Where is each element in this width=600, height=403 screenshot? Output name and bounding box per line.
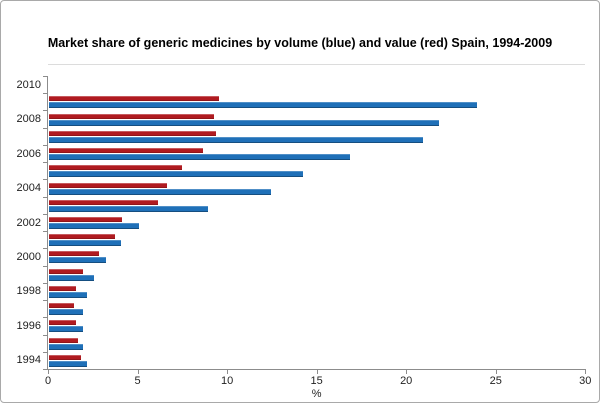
y-axis-tick xyxy=(43,282,47,284)
x-axis-label: 0 xyxy=(44,375,52,387)
y-axis-tick xyxy=(43,334,47,336)
x-axis-tick xyxy=(316,369,318,374)
x-axis-tick xyxy=(406,369,408,374)
y-axis-label: 1994 xyxy=(16,354,41,367)
y-axis-tick xyxy=(43,265,47,267)
bar-value-1995 xyxy=(49,337,78,343)
bar-value-2009 xyxy=(49,96,220,102)
y-axis-label: 2006 xyxy=(16,147,41,160)
chart-title: Market share of generic medicines by vol… xyxy=(47,36,553,50)
bar-value-2008 xyxy=(49,113,214,119)
x-axis-label: 30 xyxy=(579,375,592,387)
y-axis-tick xyxy=(43,93,47,95)
bar-volume-1996 xyxy=(49,326,84,333)
bar-value-2003 xyxy=(49,199,159,205)
x-axis-tick xyxy=(585,369,587,374)
bar-volume-1998 xyxy=(49,291,87,298)
bar-value-1997 xyxy=(49,303,75,309)
bar-value-1994 xyxy=(49,354,82,360)
y-axis-label: 2000 xyxy=(16,250,41,263)
bar-volume-2001 xyxy=(49,240,121,247)
bar-volume-1995 xyxy=(49,343,84,350)
y-axis-label: 2010 xyxy=(16,78,41,91)
bar-volume-2006 xyxy=(49,154,350,161)
x-axis-label: 20 xyxy=(400,375,413,387)
bar-value-2005 xyxy=(49,165,182,171)
x-axis-tick xyxy=(48,369,49,374)
bar-volume-2009 xyxy=(49,102,478,109)
y-axis-tick xyxy=(43,144,47,146)
y-axis-tick xyxy=(43,231,47,233)
x-axis-tick xyxy=(495,369,497,374)
y-axis-label: 2002 xyxy=(16,216,41,229)
y-axis-tick xyxy=(43,127,47,129)
bar-volume-2002 xyxy=(49,223,139,229)
y-axis-tick xyxy=(43,248,47,250)
x-axis-title: % xyxy=(311,388,322,400)
bar-volume-2008 xyxy=(49,119,440,126)
bar-volume-2003 xyxy=(49,205,209,212)
x-axis-tick xyxy=(137,369,139,374)
y-axis-tick xyxy=(43,162,47,164)
y-axis-label: 2004 xyxy=(16,182,41,195)
bar-volume-2000 xyxy=(49,257,107,264)
plot-top-border xyxy=(48,64,586,65)
y-axis-label: 1996 xyxy=(16,319,41,332)
y-axis-line xyxy=(47,76,48,370)
x-axis-tick xyxy=(227,369,229,374)
y-axis-tick xyxy=(43,369,47,370)
x-axis-label: 15 xyxy=(310,375,323,387)
bar-value-2000 xyxy=(49,251,100,257)
y-axis-tick xyxy=(43,110,47,112)
bar-value-1999 xyxy=(49,268,84,274)
bar-volume-2007 xyxy=(49,136,424,143)
bar-value-2001 xyxy=(49,234,116,240)
x-axis-line xyxy=(43,369,587,370)
bar-volume-1997 xyxy=(49,309,84,316)
bar-volume-2005 xyxy=(49,171,304,178)
bar-value-1998 xyxy=(49,285,76,291)
y-axis-tick xyxy=(43,196,47,198)
x-axis-label: 5 xyxy=(134,375,141,387)
bar-value-2004 xyxy=(49,182,168,188)
bar-volume-1999 xyxy=(49,274,94,281)
y-axis-tick xyxy=(43,317,47,319)
y-axis-tick xyxy=(43,300,47,302)
bar-value-2007 xyxy=(49,130,216,136)
y-axis-label: 1998 xyxy=(16,285,41,298)
y-axis-tick xyxy=(43,179,47,181)
x-axis-label: 10 xyxy=(220,375,234,387)
bar-value-2006 xyxy=(49,148,204,154)
bar-value-2002 xyxy=(49,217,123,222)
y-axis-tick xyxy=(43,351,47,353)
bar-value-1996 xyxy=(49,320,76,326)
y-axis-tick xyxy=(43,76,47,77)
bar-volume-1994 xyxy=(49,360,87,367)
x-axis-label: 25 xyxy=(489,375,502,387)
bar-volume-2004 xyxy=(49,188,272,195)
y-axis-label: 2008 xyxy=(16,113,41,126)
y-axis-tick xyxy=(43,213,47,215)
